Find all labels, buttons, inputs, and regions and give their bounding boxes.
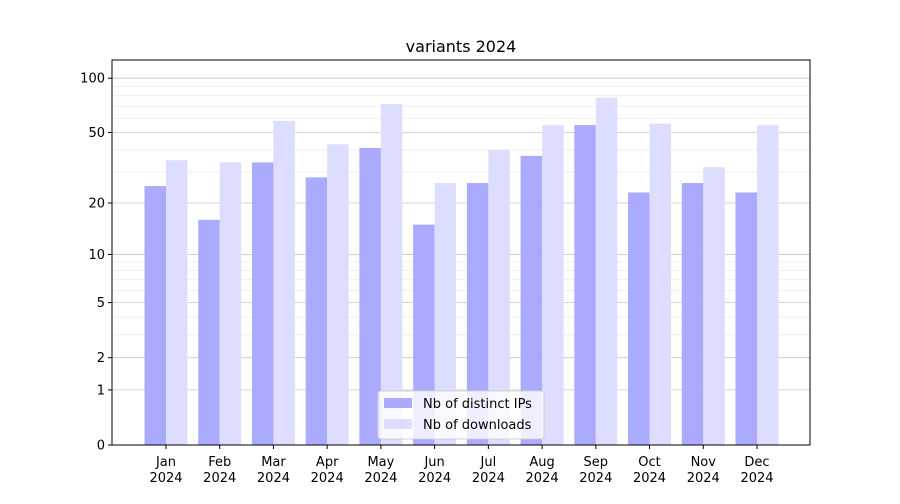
legend-label: Nb of downloads [423, 418, 532, 433]
x-tick-label-month: Jul [480, 455, 497, 470]
bar-distinct-ips [520, 155, 543, 445]
legend: Nb of distinct IPs Nb of downloads [377, 390, 545, 440]
y-tick-label: 5 [97, 296, 105, 311]
x-tick-label-month: Mar [261, 455, 286, 470]
y-tick-label: 2 [97, 351, 105, 366]
bar-downloads [166, 160, 188, 446]
legend-swatch [384, 398, 412, 408]
bar-distinct-ips [413, 224, 435, 445]
x-tick-label-year: 2024 [203, 471, 236, 486]
bar-distinct-ips [466, 183, 489, 445]
x-tick-label-month: Apr [316, 455, 339, 470]
x-axis: Jan2024Feb2024Mar2024Apr2024May2024Jun20… [149, 445, 774, 486]
x-tick-label-month: Feb [208, 455, 231, 470]
bar-downloads [703, 167, 725, 445]
x-tick-label-year: 2024 [633, 471, 666, 486]
bar-distinct-ips [574, 125, 596, 445]
bar-downloads [649, 123, 672, 445]
legend-label: Nb of distinct IPs [423, 397, 532, 412]
y-tick-label: 50 [88, 126, 105, 141]
bar-distinct-ips [305, 177, 328, 445]
bar-downloads [542, 125, 564, 445]
legend-box [377, 390, 545, 440]
x-tick-label-year: 2024 [579, 471, 612, 486]
bar-distinct-ips [735, 192, 757, 445]
bar-downloads [757, 125, 779, 445]
y-tick-label: 10 [88, 248, 105, 263]
x-tick-label-year: 2024 [364, 471, 397, 486]
x-tick-label-year: 2024 [149, 471, 182, 486]
x-tick-label-month: Aug [529, 455, 554, 470]
bar-downloads [219, 162, 242, 445]
x-tick-label-month: Oct [638, 455, 660, 470]
plot-frame [111, 59, 811, 446]
legend-swatch [384, 419, 412, 429]
bar-downloads [380, 104, 403, 445]
bar-downloads [273, 120, 295, 445]
bar-distinct-ips [359, 147, 381, 445]
y-tick-label: 0 [97, 439, 105, 454]
bar-distinct-ips [198, 219, 220, 445]
bar-downloads [595, 97, 618, 445]
chart-title: variants 2024 [406, 37, 517, 56]
y-tick-label: 100 [80, 72, 105, 87]
x-tick-label-year: 2024 [257, 471, 290, 486]
y-axis: 0 1 2 5 10 20 50 100 [80, 72, 112, 454]
y-tick-label: 1 [97, 383, 105, 398]
x-tick-label-year: 2024 [418, 471, 451, 486]
x-tick-label-year: 2024 [526, 471, 559, 486]
x-tick-label-month: May [367, 455, 394, 470]
x-tick-label-year: 2024 [687, 471, 720, 486]
bar-downloads [434, 183, 457, 445]
x-tick-label-month: Nov [691, 455, 717, 470]
x-tick-label-month: Dec [744, 455, 769, 470]
bar-downloads [327, 144, 349, 445]
bars [144, 97, 779, 446]
bar-downloads [488, 149, 510, 445]
bar-distinct-ips [628, 192, 650, 445]
y-tick-label: 20 [88, 197, 105, 212]
bar-distinct-ips [251, 162, 274, 445]
bar-distinct-ips [681, 183, 704, 445]
x-tick-label-year: 2024 [472, 471, 505, 486]
x-tick-label-year: 2024 [311, 471, 344, 486]
x-tick-label-year: 2024 [740, 471, 773, 486]
bar-distinct-ips [144, 186, 166, 445]
x-tick-label-month: Sep [584, 455, 609, 470]
x-tick-label-month: Jan [155, 455, 176, 470]
x-tick-label-month: Jun [423, 455, 444, 470]
